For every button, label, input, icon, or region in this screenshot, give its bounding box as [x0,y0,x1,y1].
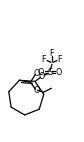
Text: F: F [58,55,62,64]
Text: O: O [38,68,44,77]
Text: F: F [42,55,46,64]
Text: O: O [56,68,62,77]
Text: O: O [33,69,40,78]
Text: O: O [34,86,40,95]
Text: O: O [39,72,45,81]
Text: S: S [47,68,53,77]
Text: F: F [50,49,54,58]
